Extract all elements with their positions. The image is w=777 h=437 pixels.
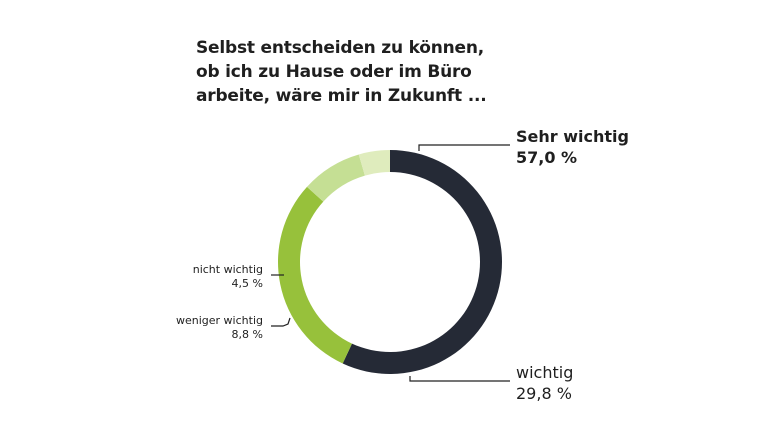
- slice-label-nicht-wichtig: nicht wichtig: [193, 263, 263, 276]
- donut-slice-sehr-wichtig: [342, 150, 502, 374]
- chart-title: Selbst entscheiden zu können, ob ich zu …: [196, 36, 487, 108]
- donut-slice-nicht-wichtig: [358, 150, 390, 176]
- donut-slice-weniger-wichtig: [306, 154, 365, 202]
- chart-title-line-1: Selbst entscheiden zu können,: [196, 38, 485, 58]
- slice-value-sehr-wichtig: 57,0 %: [516, 148, 577, 167]
- leader-line-weniger-wichtig: [271, 317, 291, 327]
- donut-slice-wichtig: [278, 186, 352, 364]
- leader-line-wichtig: [409, 376, 510, 382]
- slice-value-wichtig: 29,8 %: [516, 384, 572, 403]
- slice-label-weniger-wichtig: weniger wichtig: [176, 314, 263, 327]
- slice-label-sehr-wichtig: Sehr wichtig: [516, 127, 629, 146]
- slice-value-weniger-wichtig: 8,8 %: [232, 328, 263, 341]
- slice-label-wichtig: wichtig: [516, 363, 573, 382]
- chart-title-line-2: ob ich zu Hause oder im Büro: [196, 62, 472, 82]
- leader-line-sehr-wichtig: [418, 144, 510, 151]
- slice-value-nicht-wichtig: 4,5 %: [232, 277, 263, 290]
- chart-title-line-3: arbeite, wäre mir in Zukunft ...: [196, 86, 487, 106]
